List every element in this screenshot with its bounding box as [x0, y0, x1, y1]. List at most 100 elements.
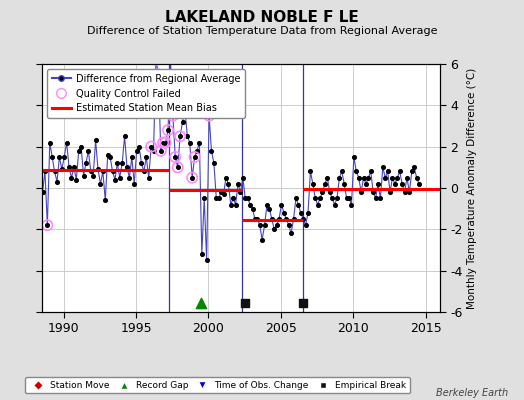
- Point: [96, 181, 105, 187]
- Legend: Difference from Regional Average, Quality Control Failed, Estimated Station Mean: Difference from Regional Average, Qualit…: [47, 69, 245, 118]
- Point: [55, 154, 63, 160]
- Point: [234, 181, 242, 187]
- Point: [403, 174, 411, 181]
- Point: [152, 57, 160, 63]
- Point: [154, 71, 162, 78]
- Point: [164, 127, 172, 133]
- Point: [289, 216, 298, 222]
- Point: [74, 148, 83, 154]
- Point: [364, 174, 373, 181]
- Point: [277, 201, 286, 208]
- Point: [357, 189, 365, 195]
- Point: [374, 181, 382, 187]
- Point: [376, 195, 385, 202]
- Point: [241, 300, 249, 306]
- Text: Berkeley Earth: Berkeley Earth: [436, 388, 508, 398]
- Point: [343, 195, 351, 202]
- Point: [379, 164, 387, 170]
- Point: [241, 195, 249, 202]
- Point: [280, 210, 288, 216]
- Point: [275, 216, 283, 222]
- Point: [236, 189, 245, 195]
- Point: [355, 174, 363, 181]
- Point: [321, 181, 329, 187]
- Point: [415, 181, 423, 187]
- Point: [391, 181, 399, 187]
- Point: [121, 133, 129, 140]
- Point: [313, 201, 322, 208]
- Point: [142, 154, 150, 160]
- Point: [36, 174, 45, 181]
- Point: [318, 189, 326, 195]
- Point: [210, 160, 218, 166]
- Point: [99, 168, 107, 175]
- Point: [91, 137, 100, 144]
- Point: [384, 168, 392, 175]
- Point: [299, 216, 308, 222]
- Point: [82, 160, 90, 166]
- Point: [316, 195, 324, 202]
- Point: [222, 174, 230, 181]
- Point: [398, 181, 406, 187]
- Point: [164, 127, 172, 133]
- Point: [77, 144, 85, 150]
- Point: [70, 164, 78, 170]
- Point: [270, 226, 278, 232]
- Point: [181, 106, 189, 113]
- Point: [208, 148, 216, 154]
- Point: [195, 139, 204, 146]
- Point: [386, 189, 394, 195]
- Point: [340, 181, 348, 187]
- Point: [60, 154, 69, 160]
- Point: [311, 195, 320, 202]
- Point: [31, 117, 39, 123]
- Point: [48, 154, 57, 160]
- Point: [38, 189, 47, 195]
- Point: [330, 201, 339, 208]
- Point: [345, 195, 353, 202]
- Point: [347, 201, 356, 208]
- Point: [79, 172, 88, 179]
- Point: [268, 216, 276, 222]
- Point: [198, 251, 206, 257]
- Point: [50, 168, 59, 175]
- Point: [217, 189, 225, 195]
- Point: [128, 154, 136, 160]
- Legend: Station Move, Record Gap, Time of Obs. Change, Empirical Break: Station Move, Record Gap, Time of Obs. C…: [26, 377, 409, 394]
- Point: [137, 160, 146, 166]
- Point: [396, 168, 404, 175]
- Text: Difference of Station Temperature Data from Regional Average: Difference of Station Temperature Data f…: [87, 26, 437, 36]
- Point: [263, 201, 271, 208]
- Point: [202, 257, 211, 264]
- Point: [161, 139, 170, 146]
- Point: [246, 201, 254, 208]
- Point: [41, 168, 49, 175]
- Point: [147, 144, 155, 150]
- Point: [65, 164, 73, 170]
- Point: [145, 174, 153, 181]
- Point: [104, 152, 112, 158]
- Point: [214, 195, 223, 202]
- Point: [323, 174, 332, 181]
- Point: [113, 160, 122, 166]
- Point: [352, 168, 361, 175]
- Point: [130, 181, 138, 187]
- Point: [304, 210, 312, 216]
- Point: [220, 191, 228, 197]
- Point: [185, 139, 194, 146]
- Point: [238, 174, 247, 181]
- Point: [89, 172, 97, 179]
- Point: [285, 222, 293, 228]
- Point: [159, 139, 167, 146]
- Point: [298, 300, 307, 306]
- Point: [101, 197, 110, 204]
- Y-axis label: Monthly Temperature Anomaly Difference (°C): Monthly Temperature Anomaly Difference (…: [467, 67, 477, 309]
- Point: [325, 189, 334, 195]
- Point: [260, 222, 269, 228]
- Point: [183, 133, 192, 140]
- Point: [309, 181, 317, 187]
- Point: [140, 168, 148, 175]
- Point: [337, 168, 346, 175]
- Point: [410, 164, 418, 170]
- Point: [190, 154, 199, 160]
